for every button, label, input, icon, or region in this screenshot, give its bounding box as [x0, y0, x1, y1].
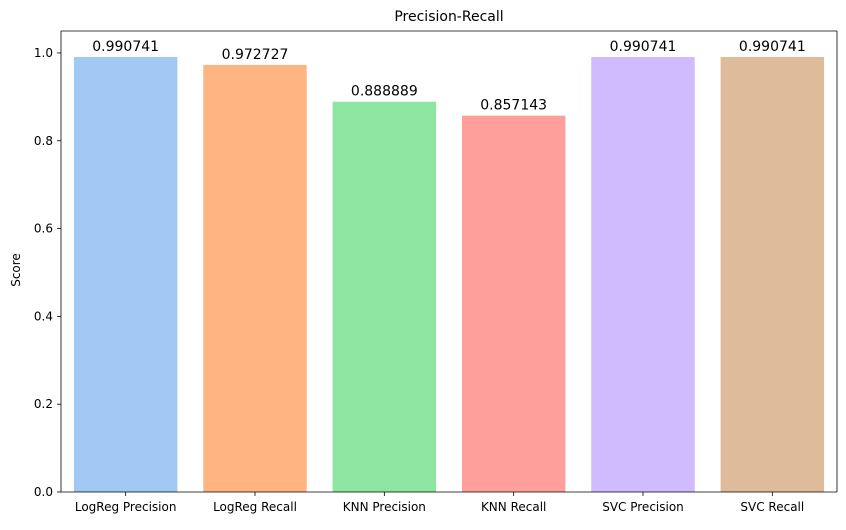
chart-title: Precision-Recall: [394, 9, 503, 25]
bars-layer: [73, 57, 825, 493]
axes-layer: [60, 30, 838, 493]
x-tick-label-3: KNN Recall: [481, 500, 546, 514]
y-tick-label-0: 0.0: [34, 485, 53, 499]
y-axis-label: Score: [9, 253, 23, 287]
x-tick-label-4: SVC Precision: [602, 500, 684, 514]
bar-0: [73, 57, 178, 493]
x-tick-label-5: SVC Recall: [740, 500, 804, 514]
y-tick-label-3: 0.6: [34, 222, 53, 236]
y-tick-label-1: 0.2: [34, 397, 53, 411]
y-tick-label-5: 1.0: [34, 46, 53, 60]
y-tick-label-4: 0.8: [34, 134, 53, 148]
bar-2: [332, 101, 437, 492]
bar-1: [203, 64, 307, 493]
y-tick-label-2: 0.4: [34, 309, 53, 323]
value-label-2: 0.888889: [351, 84, 418, 100]
x-tick-label-0: LogReg Precision: [75, 500, 177, 514]
bar-5: [720, 57, 825, 493]
y-ticks-layer: 0.0 0.2 0.4 0.6 0.8 1.0: [34, 46, 61, 499]
bar-3: [461, 115, 566, 493]
x-tick-label-1: LogReg Recall: [213, 500, 297, 514]
value-label-3: 0.857143: [480, 98, 547, 114]
value-label-4: 0.990741: [610, 39, 677, 55]
value-label-1: 0.972727: [222, 47, 289, 63]
bar-4: [591, 57, 695, 493]
x-tick-label-2: KNN Precision: [343, 500, 426, 514]
x-ticks-layer: LogReg Precision LogReg Recall KNN Precisi…: [75, 492, 804, 514]
value-label-5: 0.990741: [739, 39, 806, 55]
value-labels-layer: 0.990741 0.972727 0.888889 0.857143 0.990741…: [92, 39, 805, 114]
value-label-0: 0.990741: [92, 39, 159, 55]
